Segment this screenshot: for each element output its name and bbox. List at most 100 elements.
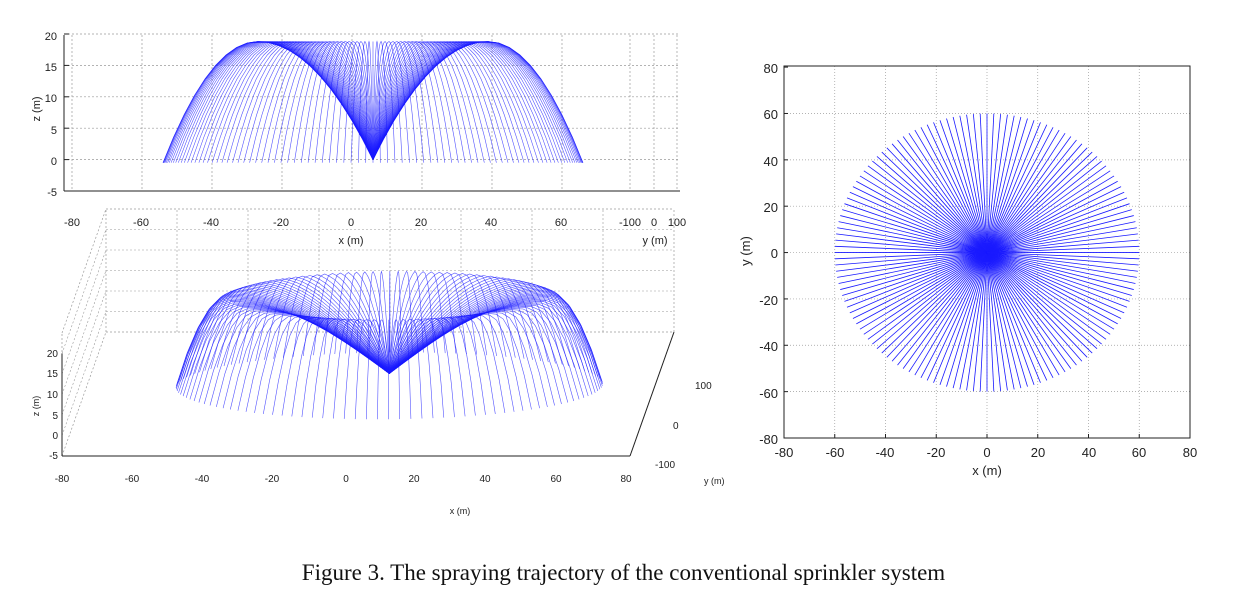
- perspective-trajectory: [389, 316, 486, 415]
- top-view-trajectory: [908, 132, 988, 253]
- side-view-xtick: -80: [64, 217, 80, 229]
- top-view-trajectory: [986, 147, 1088, 253]
- top-view-trajectory: [986, 252, 1077, 366]
- top-view-trajectory: [986, 252, 1060, 376]
- perspective-trajectory: [389, 319, 423, 419]
- perspective-trajectory: [389, 313, 532, 410]
- top-view-trajectory: [835, 239, 988, 253]
- perspective-ztick: 0: [52, 431, 58, 442]
- side-view-xtick: 0: [348, 217, 354, 229]
- perspective-box-edge: [61, 331, 107, 457]
- perspective-trajectory: [356, 271, 390, 374]
- top-view-trajectory: [863, 252, 988, 335]
- top-view-axes: [783, 65, 1191, 439]
- side-view-trajectory: [162, 41, 374, 163]
- side-view-trajectory: [321, 41, 374, 163]
- side-view-trajectory: [372, 41, 459, 163]
- side-view-xlabel: x (m): [338, 235, 363, 247]
- perspective-trajectory: [389, 272, 467, 374]
- top-view-ytick: 80: [764, 61, 778, 76]
- side-view-y-tick: -100: [619, 217, 641, 229]
- top-view-xtick: -40: [876, 445, 895, 460]
- top-view-trajectory: [972, 252, 988, 392]
- perspective-ytick: -100: [655, 460, 675, 471]
- top-view-ytick: 60: [764, 107, 778, 122]
- top-view-trajectory: [986, 114, 1008, 253]
- perspective-trajectory: [389, 270, 413, 374]
- top-view-xtick: 0: [983, 445, 990, 460]
- perspective-trajectory: [323, 272, 390, 374]
- perspective-trajectory: [238, 279, 390, 374]
- side-view-trajectory: [372, 41, 452, 163]
- top-view-panel: -80 -60 -40 -20 0 20 40 60 80 -80 -60 -4…: [738, 61, 1197, 478]
- top-view-trajectory: [872, 160, 988, 253]
- top-view-trajectory: [986, 252, 995, 392]
- side-view-xtick: 60: [555, 217, 567, 229]
- top-view-trajectory: [939, 252, 988, 385]
- top-view-trajectory: [986, 252, 1088, 358]
- top-view-trajectory: [986, 252, 1111, 335]
- perspective-trajectory: [263, 316, 390, 414]
- top-view-ytick: 40: [764, 154, 778, 169]
- top-view-trajectory: [986, 252, 1048, 381]
- top-view-ytick: -20: [759, 293, 778, 308]
- top-view-trajectory: [836, 252, 988, 272]
- top-view-trajectory: [952, 252, 988, 389]
- perspective-trajectory: [216, 311, 390, 407]
- perspective-trajectory: [283, 275, 390, 374]
- side-view-trajectory: [365, 40, 374, 163]
- perspective-ytick: 100: [695, 381, 712, 392]
- perspective-trajectory: [254, 315, 390, 413]
- figure-caption: Figure 3. The spraying trajectory of the…: [301, 560, 946, 585]
- perspective-trajectory: [389, 273, 497, 374]
- top-view-ytick: -60: [759, 386, 778, 401]
- top-view-trajectory: [986, 252, 1008, 391]
- top-view-trajectory: [986, 165, 1107, 253]
- top-view-trajectory: [867, 252, 988, 340]
- perspective-ztick: -5: [49, 451, 58, 462]
- top-view-trajectory: [986, 252, 1137, 278]
- top-view-trajectory: [914, 252, 988, 376]
- top-view-ytick: 0: [771, 246, 778, 261]
- top-view-trajectory: [986, 160, 1102, 253]
- top-view-trajectory: [986, 252, 1072, 369]
- top-view-trajectory: [834, 252, 988, 260]
- perspective-trajectory: [389, 281, 569, 374]
- perspective-trajectory: [389, 279, 556, 374]
- top-view-trajectory: [986, 252, 1028, 387]
- perspective-trajectory: [389, 314, 515, 412]
- perspective-trajectory: [333, 319, 390, 419]
- top-view-trajectory: [849, 252, 988, 314]
- side-view-trajectory: [243, 41, 374, 163]
- top-view-trajectory: [986, 239, 1139, 253]
- top-view-trajectory: [986, 252, 1083, 362]
- side-view-ytick: 5: [51, 125, 57, 137]
- top-view-trajectory: [986, 252, 1041, 383]
- side-view-trajectory: [372, 41, 479, 163]
- side-view-trajectory: [372, 41, 403, 163]
- perspective-y2label: y (m): [704, 476, 725, 486]
- top-view-trajectory: [844, 203, 988, 253]
- top-view-trajectory: [840, 252, 988, 290]
- side-view-trajectory: [274, 41, 374, 163]
- side-view-trajectory: [221, 41, 374, 163]
- top-view-trajectory: [986, 252, 1130, 302]
- perspective-trajectory: [264, 276, 390, 374]
- top-view-trajectory: [986, 252, 1136, 284]
- top-view-trajectory: [834, 245, 988, 253]
- side-view-trajectory: [372, 41, 535, 163]
- top-view-trajectory: [838, 221, 988, 253]
- perspective-trajectory: [311, 318, 390, 418]
- top-view-trajectory: [986, 221, 1136, 253]
- top-view-trajectory: [986, 203, 1130, 253]
- perspective-trajectory: [389, 313, 524, 411]
- side-view-trajectory: [249, 41, 374, 163]
- top-view-trajectory: [838, 252, 988, 284]
- perspective-trajectory: [322, 318, 390, 419]
- top-view-trajectory: [986, 113, 995, 253]
- side-view-ytick: 10: [45, 93, 57, 105]
- top-view-ylabel: y (m): [738, 236, 753, 266]
- perspective-trajectory: [343, 319, 390, 419]
- top-view-trajectory: [846, 252, 988, 308]
- top-view-trajectory: [897, 139, 988, 253]
